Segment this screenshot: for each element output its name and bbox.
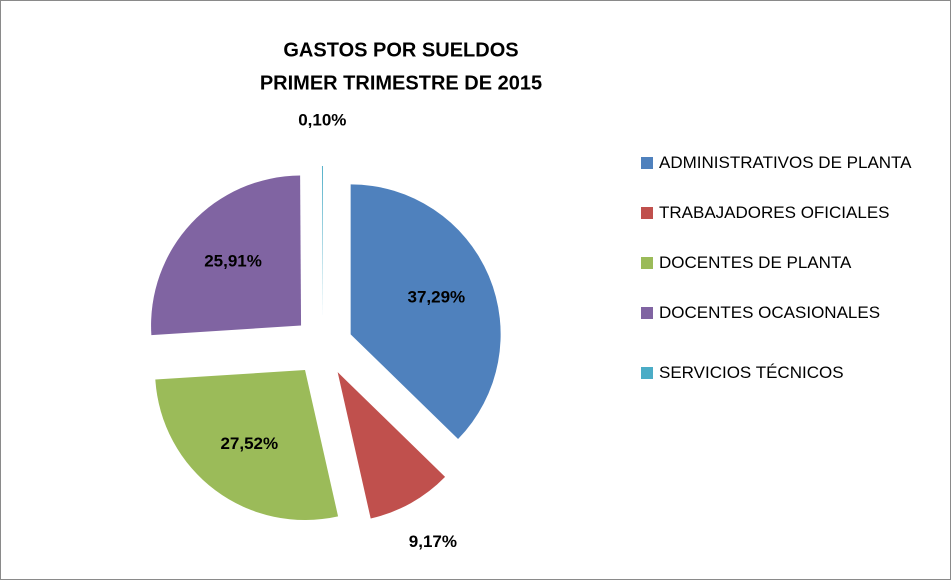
legend-label: DOCENTES DE PLANTA xyxy=(659,253,852,272)
legend-label: TRABAJADORES OFICIALES xyxy=(659,203,890,222)
legend-item: ADMINISTRATIVOS DE PLANTA xyxy=(641,151,949,175)
data-label: 25,91% xyxy=(204,252,262,271)
legend-swatch xyxy=(641,367,653,379)
legend-swatch xyxy=(641,257,653,269)
data-label: 37,29% xyxy=(407,288,465,307)
legend-label: SERVICIOS TÉCNICOS xyxy=(659,363,844,382)
legend-swatch xyxy=(641,157,653,169)
legend-swatch xyxy=(641,207,653,219)
data-label: 27,52% xyxy=(220,434,278,453)
pie-slice xyxy=(350,184,501,440)
legend-swatch xyxy=(641,307,653,319)
legend-item: DOCENTES DE PLANTA xyxy=(641,251,949,275)
legend-item: TRABAJADORES OFICIALES xyxy=(641,201,949,225)
pie-slice xyxy=(337,372,446,519)
pie-slice xyxy=(151,175,302,336)
legend-label: DOCENTES OCASIONALES xyxy=(659,303,881,322)
legend-item: DOCENTES OCASIONALES xyxy=(641,301,949,325)
legend-item: SERVICIOS TÉCNICOS xyxy=(641,361,949,385)
data-label: 0,10% xyxy=(298,110,346,129)
pie-slice xyxy=(155,370,339,521)
chart-subtitle: PRIMER TRIMESTRE DE 2015 xyxy=(260,72,542,94)
legend-label: ADMINISTRATIVOS DE PLANTA xyxy=(659,153,912,172)
data-label: 9,17% xyxy=(409,532,457,551)
pie-slice xyxy=(321,166,323,317)
legend: ADMINISTRATIVOS DE PLANTA TRABAJADORES OF… xyxy=(641,151,949,385)
chart-title: GASTOS POR SUELDOS xyxy=(283,39,518,61)
